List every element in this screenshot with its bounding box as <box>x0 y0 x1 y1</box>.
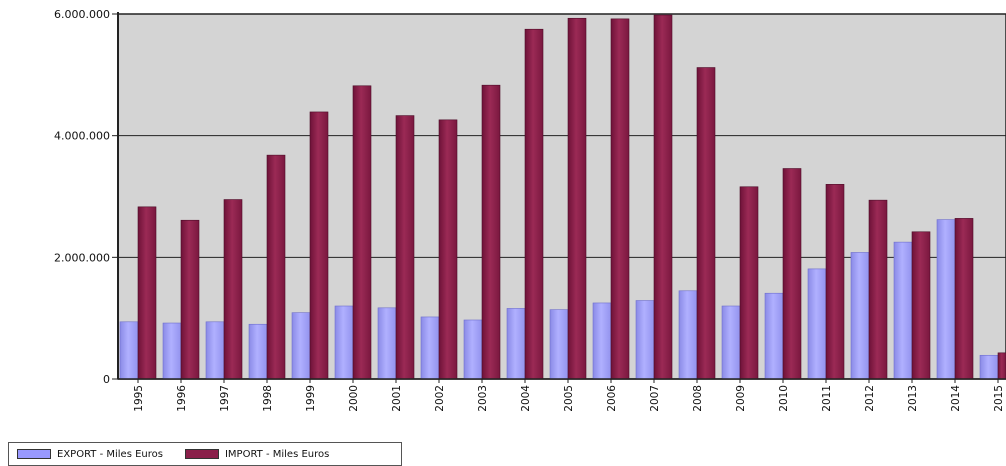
export-bar-2000 <box>334 305 354 380</box>
x-tick-label: 2004 <box>520 385 532 412</box>
import-bar-1997 <box>223 199 243 380</box>
x-tick-label: 2002 <box>434 385 446 412</box>
import-bar-2012 <box>868 199 888 380</box>
legend-item-export: EXPORT - Miles Euros <box>17 443 163 465</box>
legend-item-import: IMPORT - Miles Euros <box>184 443 330 465</box>
x-tick-label: 1995 <box>133 385 145 412</box>
import-bar-2008 <box>696 67 716 380</box>
x-tick-label: 2013 <box>907 385 919 412</box>
export-bar-1995 <box>119 321 139 380</box>
legend-swatch-import <box>184 449 219 459</box>
export-bar-2014 <box>936 219 956 380</box>
x-tick-label: 2010 <box>778 385 790 412</box>
import-bar-2001 <box>395 115 415 380</box>
x-tick-label: 2000 <box>348 385 360 412</box>
x-tick-label: 1996 <box>176 385 188 412</box>
export-bar-2001 <box>377 307 397 380</box>
import-bar-2004 <box>524 28 544 380</box>
export-bar-2013 <box>893 241 913 380</box>
legend-label-import: IMPORT - Miles Euros <box>224 448 330 460</box>
import-bar-2002 <box>438 119 458 380</box>
legend-swatch-export <box>17 449 51 459</box>
export-bar-2005 <box>549 309 569 380</box>
export-bar-2010 <box>764 292 784 380</box>
import-bar-1996 <box>180 219 200 380</box>
export-bar-1999 <box>291 312 311 380</box>
x-tick-label: 2008 <box>692 385 704 412</box>
x-tick-label: 2009 <box>735 385 747 412</box>
export-bar-1998 <box>248 323 268 380</box>
export-bar-2009 <box>721 305 741 380</box>
import-bar-2014 <box>954 218 974 380</box>
import-bar-1999 <box>309 111 329 380</box>
export-bar-2008 <box>678 290 698 380</box>
x-tick-label: 2015 <box>993 385 1005 412</box>
export-bar-2006 <box>592 302 612 380</box>
y-tick-label: 4.000.000 <box>54 130 110 143</box>
y-tick-label: 6.000.000 <box>54 8 110 21</box>
x-tick-label: 2014 <box>950 385 962 412</box>
import-bar-1995 <box>137 206 157 380</box>
import-bar-2015 <box>997 352 1006 380</box>
bar-chart: 0 2.000.000 4.000.000 6.000.000 1995 1996 199… <box>54 8 1006 412</box>
x-tick-label: 2003 <box>477 385 489 412</box>
import-bar-2009 <box>739 186 759 380</box>
export-bar-2002 <box>420 316 440 380</box>
x-tick-label: 1998 <box>262 385 274 412</box>
import-bar-2006 <box>610 18 630 380</box>
x-tick-label: 2011 <box>821 385 833 412</box>
x-tick-label: 2001 <box>391 385 403 412</box>
x-tick-label: 2006 <box>606 385 618 412</box>
x-tick-label: 2012 <box>864 385 876 412</box>
export-bar-2003 <box>463 319 483 380</box>
export-bar-2015 <box>979 354 999 380</box>
y-tick-label: 2.000.000 <box>54 251 110 264</box>
export-bar-2011 <box>807 268 827 380</box>
import-bar-2003 <box>481 84 501 380</box>
import-bar-2013 <box>911 231 931 380</box>
export-bar-1997 <box>205 321 225 380</box>
x-tick-label: 2007 <box>649 385 661 412</box>
x-tick-label: 1999 <box>305 385 317 412</box>
import-bar-1998 <box>266 154 286 380</box>
export-bar-2004 <box>506 308 526 380</box>
x-tick-label: 2005 <box>563 385 575 412</box>
import-bar-2010 <box>782 168 802 380</box>
export-bar-2012 <box>850 252 870 380</box>
y-tick-label: 0 <box>103 373 110 386</box>
x-tick-label: 1997 <box>219 385 231 412</box>
legend: EXPORT - Miles Euros IMPORT - Miles Euro… <box>8 442 402 466</box>
export-bar-2007 <box>635 300 655 380</box>
import-bar-2011 <box>825 184 845 380</box>
import-bar-2007 <box>653 14 673 380</box>
import-bar-2000 <box>352 85 372 380</box>
legend-label-export: EXPORT - Miles Euros <box>57 448 163 460</box>
export-bar-1996 <box>162 322 182 380</box>
import-bar-2005 <box>567 17 587 380</box>
